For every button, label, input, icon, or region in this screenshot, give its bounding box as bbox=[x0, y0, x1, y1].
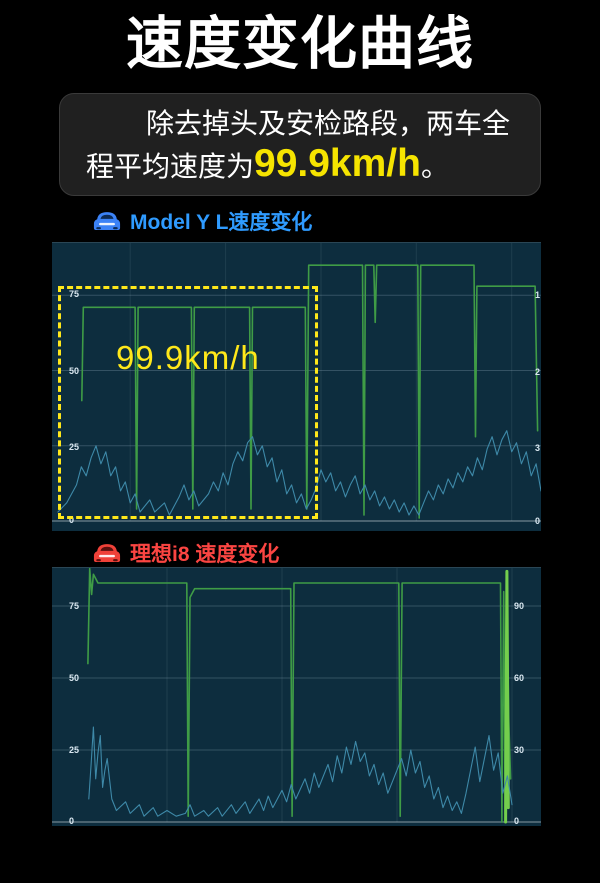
secondary-line-teal bbox=[57, 430, 541, 516]
average-speed-annotation: 99.9km/h bbox=[116, 339, 260, 377]
chart2-ytick-right-0: 0 bbox=[514, 816, 520, 827]
chart2-ytick-right-60: 60 bbox=[514, 673, 525, 684]
chart1-plot bbox=[52, 243, 541, 522]
chart1-header-label: Model Y L速度变化 bbox=[130, 210, 313, 234]
summary-card: 除去掉头及安检路段，两车全程平均速度为99.9km/h。 bbox=[59, 93, 541, 197]
page-title: 速度变化曲线 bbox=[126, 12, 474, 76]
chart2-header: 理想i8 速度变化 bbox=[93, 539, 600, 566]
summary-text: 除去掉头及安检路段，两车全程平均速度为99.9km/h。 bbox=[86, 104, 514, 187]
chart2-ytick-left-0: 0 bbox=[69, 816, 75, 827]
chart1-header: Model Y L速度变化 bbox=[93, 207, 600, 234]
summary-text-suffix: 。 bbox=[420, 151, 449, 183]
car-icon-red bbox=[93, 542, 121, 564]
speed-line-green bbox=[80, 264, 539, 520]
chart2-header-label: 理想i8 速度变化 bbox=[130, 542, 280, 566]
chart1-ytick-left-0: 0 bbox=[69, 515, 75, 526]
chart2-plot bbox=[52, 568, 541, 824]
summary-text-prefix: 除去掉头及安检路段，两车全程平均速度为 bbox=[86, 108, 511, 183]
chart1-ytick-left-75: 75 bbox=[69, 289, 80, 300]
chart2-ytick-right-30: 30 bbox=[514, 745, 525, 756]
end-spike-lime bbox=[504, 570, 510, 824]
chart2-ytick-left-50: 50 bbox=[69, 673, 80, 684]
chart2-panel: 75 50 25 0 90 60 30 0 bbox=[52, 567, 541, 827]
car-icon-blue bbox=[93, 210, 121, 232]
chart1-ytick-left-50: 50 bbox=[69, 366, 80, 377]
chart1-ytick-left-25: 25 bbox=[69, 442, 80, 453]
chart2-ytick-left-75: 75 bbox=[69, 601, 80, 612]
summary-highlight-speed: 99.9km/h bbox=[254, 142, 421, 186]
chart2-ytick-right-90: 90 bbox=[514, 601, 525, 612]
secondary-line-teal bbox=[88, 726, 513, 818]
chart2-ytick-left-25: 25 bbox=[69, 745, 80, 756]
chart1-ytick-right-1: 1 bbox=[535, 290, 541, 301]
chart1-ytick-right-2: 2 bbox=[535, 367, 541, 378]
chart1-ytick-right-0: 0 bbox=[535, 516, 541, 527]
speed-line-green bbox=[87, 568, 512, 824]
chart1-ytick-right-3: 3 bbox=[535, 443, 541, 454]
chart1-panel: 75 50 25 0 1 2 3 0 99.9km/h bbox=[52, 242, 541, 532]
